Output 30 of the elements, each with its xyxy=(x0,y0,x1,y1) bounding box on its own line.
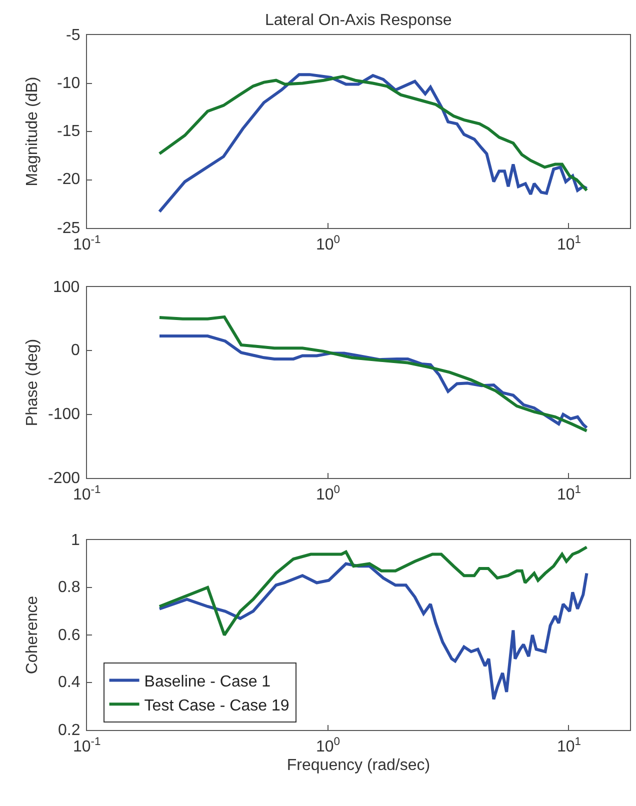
y-tick-label: 0.8 xyxy=(58,579,80,596)
y-tick-label: -25 xyxy=(57,220,80,237)
y-tick-label: -10 xyxy=(57,75,80,92)
y-axis-title: Phase (deg) xyxy=(24,338,41,426)
y-tick-label: 100 xyxy=(53,279,80,296)
x-tick-label: 10$^{1}$ xyxy=(557,484,582,504)
x-tick-label: 10$^{-1}$ xyxy=(73,484,101,504)
x-axis-title: Frequency (rad/sec) xyxy=(286,756,430,774)
x-tick-label: 10$^{0}$ xyxy=(316,736,340,756)
y-tick-label: -20 xyxy=(57,171,80,188)
y-axis-title: Magnitude (dB) xyxy=(24,76,41,186)
y-tick-label: 0.2 xyxy=(58,722,80,739)
x-tick-label: 10$^{0}$ xyxy=(316,484,340,504)
y-tick-label: 0.4 xyxy=(58,674,80,691)
y-tick-label: -5 xyxy=(66,27,80,44)
x-tick-label: 10$^{-1}$ xyxy=(73,736,101,756)
x-tick-label: 10$^{1}$ xyxy=(557,736,582,756)
legend-label: Test Case - Case 19 xyxy=(144,697,290,714)
y-tick-label: -100 xyxy=(48,406,80,423)
y-tick-label: -200 xyxy=(48,470,80,487)
y-tick-label: 0 xyxy=(71,342,80,359)
chart-title: Lateral On-Axis Response xyxy=(265,12,452,29)
legend-label: Baseline - Case 1 xyxy=(144,674,271,691)
y-tick-label: 1 xyxy=(71,532,80,549)
x-tick-label: 10$^{-1}$ xyxy=(73,234,101,254)
y-axis-title: Coherence xyxy=(24,596,41,674)
x-tick-label: 10$^{1}$ xyxy=(557,234,582,254)
y-tick-label: -15 xyxy=(57,123,80,140)
x-tick-label: 10$^{0}$ xyxy=(316,234,340,254)
y-tick-label: 0.6 xyxy=(58,627,80,644)
